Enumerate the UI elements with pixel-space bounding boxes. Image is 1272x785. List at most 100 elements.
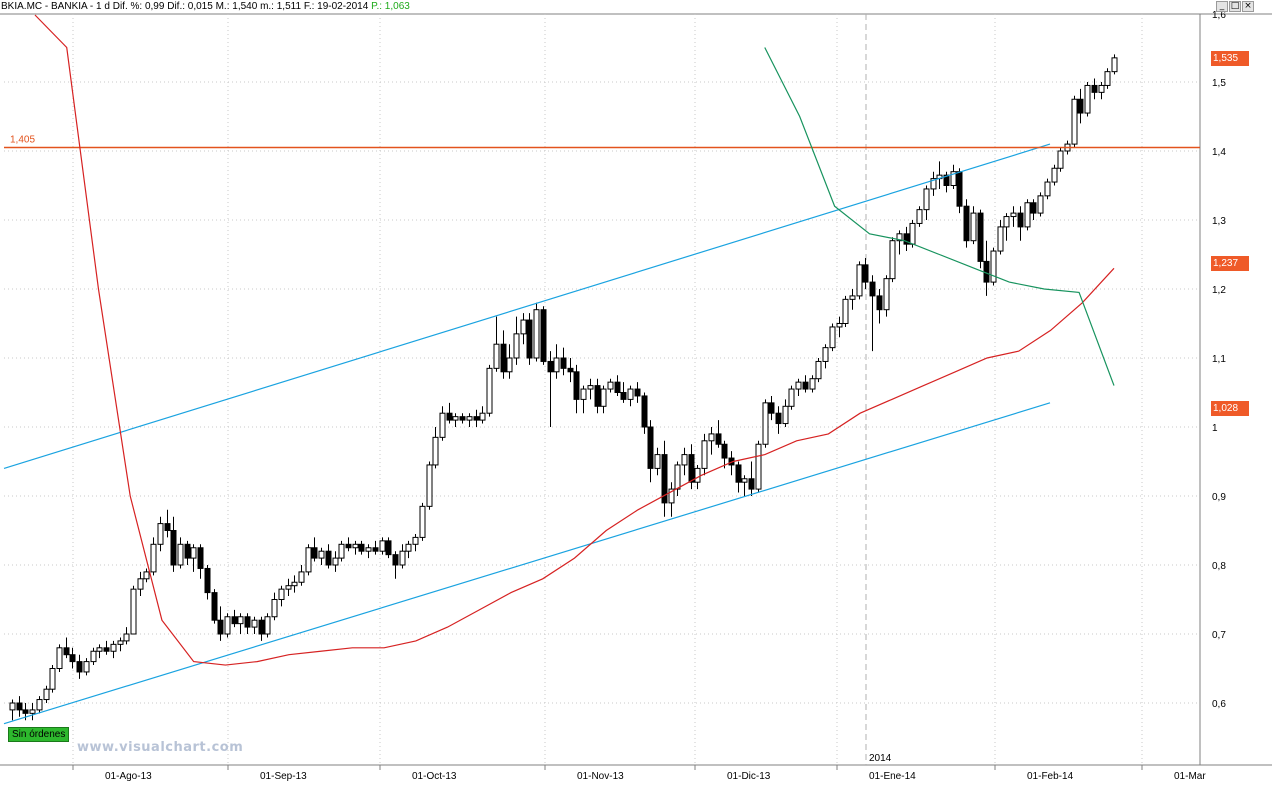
candle-down [526, 319, 533, 359]
candle-down [345, 543, 352, 549]
candle-up [674, 464, 681, 490]
y-tick-label: 0,6 [1212, 699, 1226, 710]
candle-up [426, 464, 433, 507]
candle-up [708, 433, 715, 442]
candle-up [970, 212, 977, 242]
candle-up [829, 326, 836, 349]
candle-down [473, 416, 480, 421]
candle-up [237, 616, 244, 625]
candle-up [143, 571, 150, 580]
indicator-value: P.: 1,063 [371, 1, 410, 12]
sep-1: - [42, 1, 52, 12]
minimize-button[interactable]: _ [1216, 1, 1228, 12]
candle-up [305, 547, 312, 573]
candle-up [83, 661, 90, 673]
x-tick-label: 01-Feb-14 [1027, 771, 1074, 782]
candle-down [977, 212, 984, 262]
period: 1 d [96, 1, 110, 12]
change-abs: Dif.: 0,015 [167, 1, 213, 12]
sep-2: - [87, 1, 97, 12]
candle-up [909, 222, 916, 245]
candle-up [278, 588, 285, 601]
candle-down [204, 567, 211, 594]
candle-down [385, 540, 392, 556]
candle-up [432, 436, 439, 466]
candle-up [513, 333, 520, 359]
candle-up [896, 233, 903, 242]
candle-up [318, 550, 325, 559]
maximize-button[interactable]: □ [1229, 1, 1241, 12]
candle-up [1024, 202, 1031, 228]
candle-up [110, 643, 117, 652]
candle-up [493, 343, 500, 369]
channel-upper [3, 143, 1051, 469]
x-tick-label: 01-Mar [1174, 771, 1206, 782]
candle-up [412, 536, 419, 545]
candle-up [1037, 195, 1044, 214]
candle-up [1051, 167, 1058, 183]
price-tag: 1,028 [1211, 400, 1249, 416]
candle-up [990, 250, 997, 283]
candle-up [9, 702, 16, 711]
date-value: F.: 19-02-2014 [303, 1, 369, 12]
candle-down [197, 547, 204, 569]
x-tick-label: 01-Ene-14 [869, 771, 916, 782]
candle-down [217, 619, 224, 635]
candle-down [956, 171, 963, 207]
candle-down [1030, 202, 1037, 214]
candle-up [795, 381, 802, 390]
candle-down [594, 385, 601, 407]
candle-down [1017, 212, 1024, 228]
candle-up [788, 388, 795, 407]
candle-up [36, 699, 43, 711]
candle-up [856, 264, 863, 297]
candle-down [540, 309, 547, 362]
no-orders-badge[interactable]: Sin órdenes [8, 727, 70, 742]
candle-up [1084, 84, 1091, 114]
candle-up [399, 550, 406, 566]
resistance-label: 1,405 [10, 135, 35, 146]
candle-up [836, 323, 843, 328]
candle-up [251, 619, 258, 628]
candle-up [506, 357, 513, 373]
close-button[interactable]: × [1242, 1, 1254, 12]
candle-up [439, 412, 446, 438]
candle-down [372, 547, 379, 552]
candle-down [715, 433, 722, 445]
candle-up [285, 585, 292, 590]
candle-up [379, 540, 386, 552]
candle-up [190, 547, 197, 559]
candle-up [668, 488, 675, 504]
candle-up [755, 443, 762, 490]
candle-down [311, 547, 318, 559]
y-tick-label: 0,7 [1212, 630, 1226, 641]
x-tick-label: 01-Dic-13 [727, 771, 771, 782]
candle-down [963, 205, 970, 242]
y-tick-label: 1,1 [1212, 354, 1226, 365]
candle-up [654, 454, 661, 469]
candle-up [1057, 150, 1064, 169]
candle-down [903, 233, 910, 245]
candle-up [889, 240, 896, 280]
candle-up [842, 298, 849, 325]
candle-up [479, 412, 486, 421]
candle-down [69, 654, 76, 663]
candle-up [29, 709, 36, 714]
candle-up [117, 640, 124, 645]
change-pct: Dif. %: 0,99 [112, 1, 165, 12]
candle-up [607, 381, 614, 390]
y-tick-label: 1 [1212, 423, 1218, 434]
candle-up [997, 226, 1004, 252]
candle-up [1111, 57, 1118, 73]
candle-up [916, 209, 923, 224]
candle-down [721, 443, 728, 459]
candle-up [520, 319, 527, 335]
candle-down [775, 412, 782, 425]
candle-down [862, 264, 869, 283]
y-tick-label: 1,2 [1212, 285, 1226, 296]
candle-down [620, 392, 627, 400]
candle-up [150, 543, 157, 573]
candle-up [1044, 181, 1051, 197]
